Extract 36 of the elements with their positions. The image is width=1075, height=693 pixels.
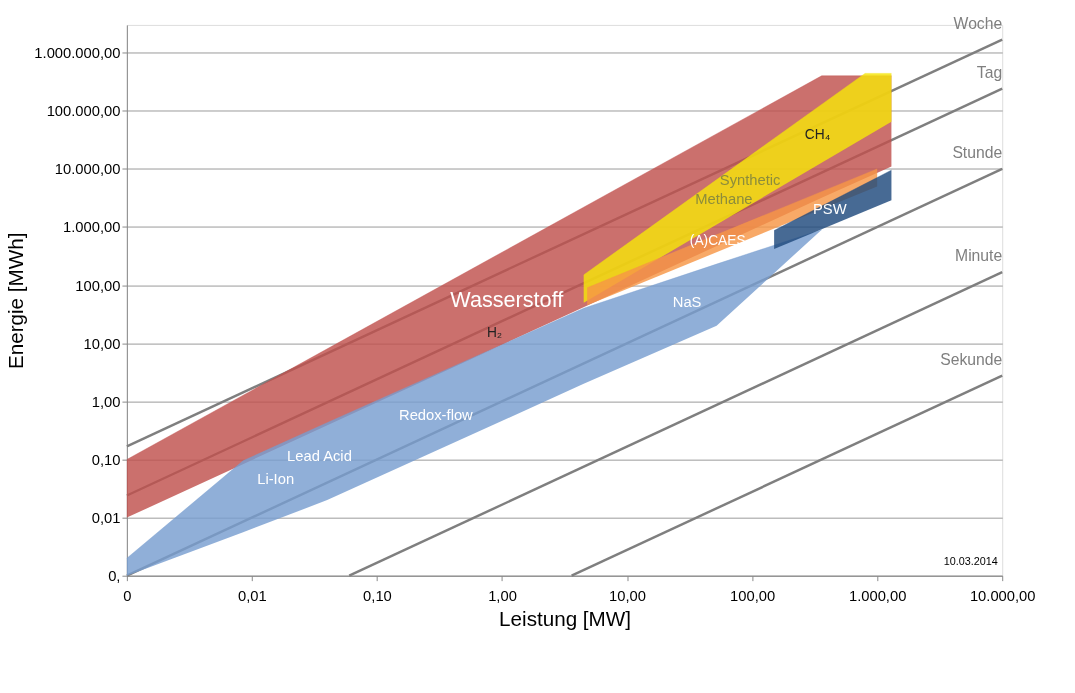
y-tick-label: 0,: [108, 568, 121, 585]
y-tick-label: 1.000.000,00: [34, 45, 121, 62]
y-tick-label: 100.000,00: [46, 103, 121, 120]
x-tick-label: 100,00: [730, 587, 776, 604]
y-axis-title: Energie [MWh]: [3, 232, 27, 370]
x-tick-label: 0,01: [238, 587, 267, 604]
annotation: 10.03.2014: [943, 554, 998, 567]
annotation: Li-Ion: [257, 470, 295, 487]
annotation: Redox-flow: [398, 406, 474, 423]
x-axis-title: Leistung [MW]: [499, 607, 631, 631]
annotation: Lead Acid: [287, 448, 352, 465]
annotation: H₂: [486, 325, 503, 341]
annotation: CH₄: [804, 127, 831, 143]
x-tick-label: 10,00: [609, 587, 647, 604]
y-tick-label: 0,10: [91, 451, 121, 468]
x-tick-label: 0,10: [363, 587, 392, 604]
y-tick-label: 10,00: [83, 335, 121, 352]
x-tick-label: 10.000,00: [969, 587, 1036, 604]
series-label: Woche: [953, 14, 1003, 32]
series-label: Minute: [955, 247, 1003, 265]
annotation: Wasserstoff: [450, 287, 565, 313]
annotation: NaS: [672, 294, 702, 311]
series-label: Tag: [976, 63, 1003, 81]
x-tick-label: 0: [123, 587, 132, 604]
y-tick-label: 0,01: [91, 510, 121, 527]
annotation: Synthetic: [719, 172, 781, 189]
y-tick-label: 1.000,00: [63, 219, 121, 236]
series-label: Stunde: [952, 144, 1003, 162]
annotation: Methane: [695, 190, 753, 207]
annotation: PSW: [812, 200, 847, 217]
y-tick-label: 1,00: [91, 393, 121, 410]
x-tick-label: 1,00: [488, 587, 517, 604]
y-tick-label: 100,00: [75, 277, 121, 294]
x-tick-label: 1.000,00: [848, 587, 907, 604]
series-label: Sekunde: [940, 350, 1003, 368]
y-tick-label: 10.000,00: [54, 161, 121, 178]
